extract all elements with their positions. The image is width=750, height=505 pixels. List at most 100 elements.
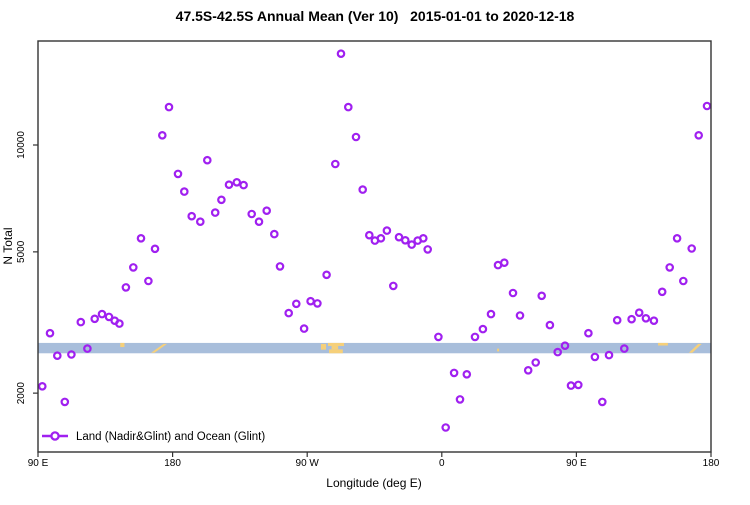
- data-point: [400, 236, 410, 245]
- data-point: [407, 240, 417, 249]
- land-patch-south-america-bottom: [329, 349, 343, 354]
- y-axis: 2000 5000 10000: [16, 131, 38, 404]
- data-point: [619, 344, 629, 353]
- data-point: [37, 381, 47, 391]
- scatter-points: [37, 49, 712, 432]
- data-point: [364, 230, 374, 240]
- data-point: [150, 244, 160, 254]
- data-point: [306, 296, 315, 306]
- data-point: [612, 315, 622, 325]
- chart-title: 47.5S-42.5S Annual Mean (Ver 10) 2015-01…: [175, 8, 575, 24]
- data-point: [60, 397, 70, 407]
- data-point: [129, 263, 138, 272]
- data-point: [678, 276, 688, 286]
- data-point: [158, 131, 167, 140]
- data-point: [486, 309, 496, 319]
- land-patch-south-america-top: [327, 342, 344, 347]
- data-point: [203, 155, 212, 165]
- data-point: [508, 288, 518, 298]
- data-point: [672, 234, 682, 243]
- data-point: [343, 102, 353, 112]
- x-axis-title: Longitude (deg E): [326, 476, 421, 490]
- data-point: [597, 397, 607, 407]
- land-patch-tasmania: [120, 342, 125, 348]
- data-point: [376, 234, 386, 243]
- x-tick-label: 180: [703, 458, 720, 469]
- land-patch-new-zealand-repeat: [688, 343, 702, 353]
- data-point: [291, 299, 301, 309]
- data-point: [449, 368, 459, 378]
- data-point: [434, 332, 443, 342]
- y-tick-label: 10000: [16, 131, 27, 159]
- data-point: [115, 319, 124, 328]
- data-point: [351, 132, 361, 142]
- land-patch-south-america-waist: [331, 346, 339, 350]
- data-point: [121, 283, 131, 292]
- data-point: [358, 185, 368, 194]
- data-point: [388, 281, 398, 291]
- ocean-band: [38, 342, 711, 354]
- land-patch-tasmania-repeat: [658, 342, 668, 346]
- data-point: [537, 291, 547, 301]
- y-axis-title: N Total: [1, 227, 15, 264]
- data-point: [164, 102, 174, 112]
- data-point: [180, 187, 189, 196]
- data-point: [573, 380, 583, 390]
- data-point: [45, 328, 55, 338]
- data-point: [196, 217, 205, 227]
- data-point: [224, 180, 234, 190]
- data-point: [67, 350, 76, 359]
- data-point: [687, 244, 697, 253]
- data-point: [641, 313, 651, 323]
- data-point: [590, 352, 600, 362]
- data-point: [187, 211, 197, 221]
- x-tick-label: 0: [439, 458, 445, 469]
- data-point: [173, 169, 183, 179]
- data-point: [394, 232, 404, 242]
- data-point: [262, 206, 272, 216]
- data-point: [515, 311, 525, 320]
- data-point: [322, 270, 331, 280]
- data-point: [649, 316, 659, 326]
- data-point: [336, 49, 346, 59]
- latitude-map-band: [38, 342, 711, 354]
- data-point: [247, 209, 257, 219]
- x-tick-label: 90 E: [566, 458, 587, 469]
- data-point: [702, 101, 712, 111]
- data-point: [478, 324, 488, 334]
- data-point: [470, 332, 480, 342]
- plot-border: [37, 40, 712, 453]
- data-point: [604, 350, 614, 360]
- data-point: [560, 341, 570, 351]
- data-point: [584, 328, 593, 338]
- data-point: [269, 229, 279, 239]
- data-point: [284, 308, 294, 318]
- data-point: [566, 381, 576, 390]
- data-point: [665, 263, 675, 272]
- data-point: [423, 245, 433, 254]
- data-point: [627, 314, 636, 324]
- y-tick-label: 5000: [16, 240, 27, 263]
- data-point: [499, 258, 509, 268]
- data-point: [76, 317, 86, 327]
- data-point: [531, 358, 541, 367]
- legend-label: Land (Nadir&Glint) and Ocean (Glint): [76, 431, 265, 443]
- data-point: [553, 347, 563, 357]
- data-point: [104, 312, 114, 322]
- data-point: [239, 180, 248, 190]
- land-patch-south-america-coast: [320, 343, 327, 350]
- data-point: [523, 365, 533, 375]
- data-point: [210, 208, 220, 217]
- data-point: [330, 159, 340, 169]
- legend-marker-icon: [50, 431, 60, 441]
- land-patch-new-zealand: [151, 343, 168, 353]
- data-point: [299, 324, 309, 333]
- x-tick-label: 90 E: [28, 458, 49, 469]
- data-point: [232, 178, 242, 187]
- x-tick-label: 90 W: [296, 458, 320, 469]
- data-point: [136, 234, 146, 243]
- data-point: [382, 226, 392, 235]
- data-point: [455, 395, 465, 404]
- data-point: [694, 131, 704, 140]
